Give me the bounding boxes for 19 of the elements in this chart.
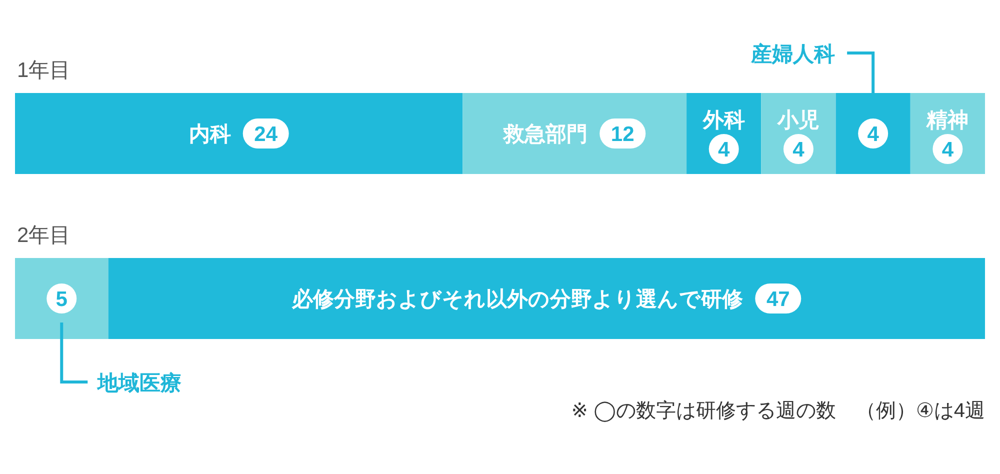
y-tick-label: 1年目 [17,59,71,82]
series-label: 地域医療 [98,372,182,395]
data-label: 4 [718,138,730,162]
series-label: 精神 [926,109,969,132]
data-label: 24 [254,123,278,146]
data-label: 4 [867,123,879,146]
series-label: 必修分野およびそれ以外の分野より選んで研修 [292,288,744,311]
data-label: 12 [610,123,634,146]
data-label: 4 [942,138,954,162]
series-label: 小児 [777,109,820,132]
data-label: 5 [56,288,68,311]
series-label: 内科 [188,123,231,146]
y-tick-label: 2年目 [17,224,71,247]
annotation: ※ ◯の数字は研修する週の数 （例）④は4週 [571,400,985,422]
series-label: 産婦人科 [751,43,836,66]
data-label: 47 [766,288,790,311]
data-label: 4 [792,138,804,162]
series-label: 外科 [702,109,745,132]
series-label: 救急部門 [504,123,588,146]
